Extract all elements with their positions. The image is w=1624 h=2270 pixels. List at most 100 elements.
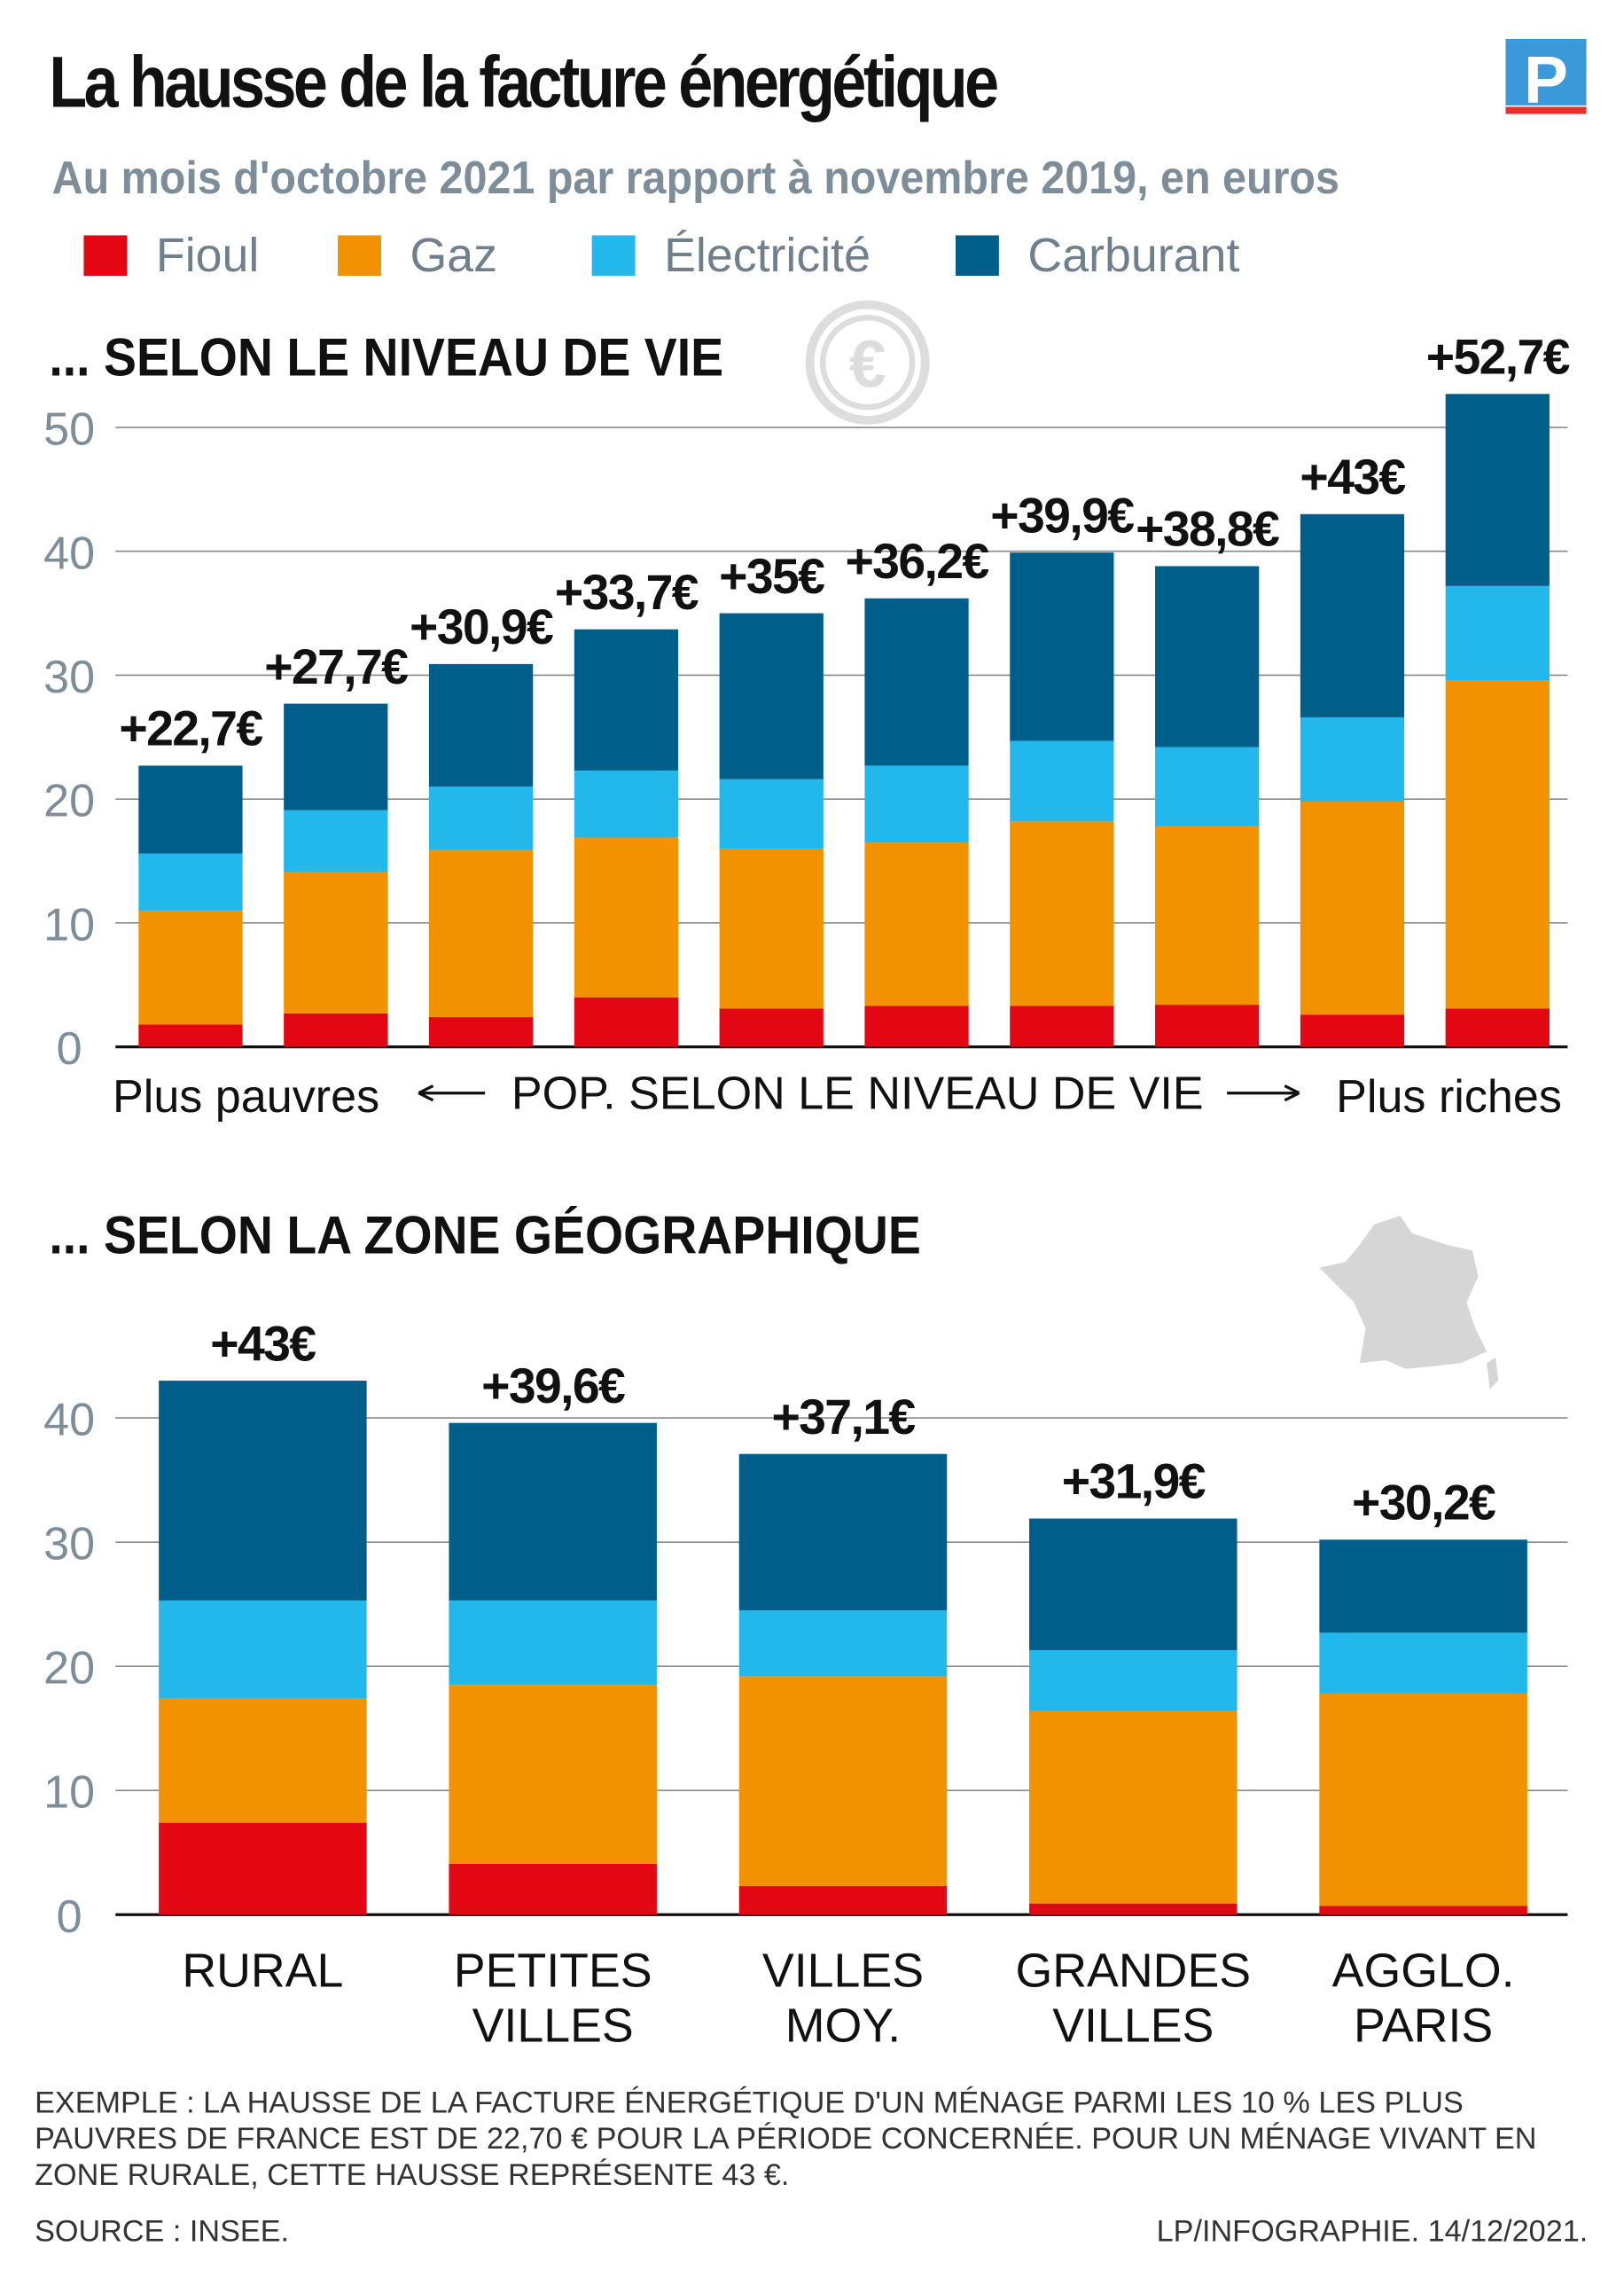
- source: SOURCE : INSEE.: [35, 2214, 290, 2249]
- data-label: +43€: [210, 1316, 316, 1371]
- x-tick-label: VILLES: [762, 1945, 924, 1998]
- data-label: +39,6€: [481, 1358, 625, 1413]
- legend-swatch: [338, 235, 381, 277]
- data-label: +43€: [1300, 450, 1405, 505]
- legend-label: Électricité: [664, 228, 871, 282]
- bar-segment-fioul: [1029, 1903, 1238, 1915]
- data-label: +30,2€: [1352, 1476, 1495, 1530]
- bar-segment-carburant: [449, 1422, 657, 1601]
- bar-segment-carburant: [1029, 1518, 1238, 1650]
- data-label: +22,7€: [119, 701, 262, 756]
- bar-segment-gaz: [1155, 826, 1260, 1006]
- y-tick-label: 10: [43, 1767, 95, 1819]
- bar-segment-gaz: [138, 910, 243, 1025]
- bar-segment-fioul: [284, 1013, 388, 1047]
- data-label: +52,7€: [1426, 333, 1570, 385]
- legend-swatch: [591, 235, 636, 277]
- bar-segment-électricité: [428, 787, 534, 850]
- arrow-left-icon: [418, 1084, 486, 1102]
- bar-segment-carburant: [159, 1381, 367, 1601]
- bar-segment-carburant: [138, 765, 243, 854]
- data-label: +39,9€: [990, 488, 1134, 543]
- bar-segment-carburant: [1010, 552, 1114, 741]
- page-title: La hausse de la facture énergétique: [49, 42, 999, 123]
- bar-segment-carburant: [719, 613, 824, 779]
- bar-segment-fioul: [1010, 1006, 1114, 1047]
- bar-segment-électricité: [1010, 740, 1114, 822]
- legend-swatch: [83, 235, 128, 277]
- x-right-label: Plus riches: [1336, 1071, 1562, 1123]
- bar-segment-fioul: [574, 997, 679, 1047]
- y-tick-label: 40: [43, 528, 95, 579]
- bar-segment-carburant: [1155, 566, 1260, 748]
- bar-segment-électricité: [159, 1600, 367, 1699]
- bar-segment-carburant: [574, 629, 679, 771]
- bar-segment-électricité: [1319, 1632, 1527, 1694]
- chart-zone-geographique: 010203040+43€RURAL+39,6€PETITESVILLES+37…: [43, 1316, 1568, 2053]
- x-tick-label: RURAL: [182, 1945, 343, 1998]
- subtitle: Au mois d'octobre 2021 par rapport à nov…: [51, 151, 1339, 204]
- bar-segment-fioul: [449, 1863, 657, 1915]
- bar-segment-électricité: [449, 1600, 657, 1686]
- le-parisien-logo: P: [1505, 38, 1587, 114]
- bar-segment-gaz: [284, 872, 388, 1014]
- data-label: +38,8€: [1136, 502, 1279, 557]
- data-label: +30,9€: [410, 599, 553, 654]
- bar-segment-électricité: [1445, 585, 1550, 681]
- y-tick-label: 30: [43, 652, 95, 703]
- bar-segment-fioul: [1319, 1906, 1527, 1915]
- x-tick-label: VILLES: [1052, 2000, 1214, 2053]
- y-tick-label: 0: [57, 1023, 82, 1075]
- legend-item-carburant: Carburant: [956, 228, 1239, 283]
- bar-segment-carburant: [284, 703, 388, 810]
- bar-segment-gaz: [1445, 680, 1550, 1009]
- bar-segment-fioul: [719, 1008, 824, 1047]
- bar-segment-carburant: [428, 663, 534, 787]
- data-label: +36,2€: [845, 534, 988, 589]
- legend-label: Carburant: [1027, 228, 1240, 282]
- y-tick-label: 40: [43, 1395, 95, 1446]
- legend-label: Fioul: [155, 228, 260, 282]
- y-tick-label: 20: [43, 1643, 95, 1695]
- x-tick-label: PETITES: [454, 1945, 652, 1998]
- bar-segment-gaz: [159, 1698, 367, 1823]
- x-tick-label: MOY.: [785, 2000, 901, 2053]
- bar-segment-gaz: [449, 1685, 657, 1864]
- bar-segment-fioul: [1300, 1014, 1405, 1047]
- y-tick-label: 20: [43, 776, 95, 827]
- data-label: +35€: [719, 549, 824, 604]
- euro-coin-icon: €: [805, 300, 930, 425]
- bar-segment-gaz: [1010, 821, 1114, 1006]
- legend-swatch: [956, 235, 999, 277]
- bar-segment-électricité: [738, 1610, 948, 1677]
- x-tick-label: AGGLO.: [1332, 1945, 1515, 1998]
- bar-segment-gaz: [1319, 1693, 1527, 1906]
- y-tick-label: 30: [43, 1519, 95, 1570]
- section-title-niveau-de-vie: ... SELON LE NIVEAU DE VIE: [49, 327, 724, 387]
- legend-item-electricite: Électricité: [591, 228, 871, 283]
- y-tick-label: 10: [43, 899, 95, 951]
- legend-item-fioul: Fioul: [83, 228, 259, 283]
- x-tick-label: VILLES: [472, 2000, 634, 2053]
- arrow-right-icon: [1227, 1084, 1300, 1102]
- bar-segment-gaz: [1300, 801, 1405, 1015]
- bar-segment-gaz: [719, 849, 824, 1009]
- x-axis-label: POP. SELON LE NIVEAU DE VIE: [511, 1068, 1204, 1120]
- data-label: +31,9€: [1062, 1454, 1206, 1509]
- svg-text:€: €: [849, 326, 886, 401]
- bar-segment-carburant: [864, 598, 969, 766]
- bar-segment-gaz: [738, 1676, 948, 1887]
- bar-segment-électricité: [138, 853, 243, 911]
- bar-segment-gaz: [428, 849, 534, 1018]
- bar-segment-électricité: [1155, 747, 1260, 826]
- bar-segment-électricité: [719, 779, 824, 849]
- bar-segment-électricité: [1029, 1649, 1238, 1711]
- bar-segment-fioul: [159, 1822, 367, 1915]
- bar-segment-fioul: [1445, 1008, 1550, 1047]
- bar-segment-électricité: [864, 765, 969, 843]
- bar-segment-gaz: [574, 837, 679, 998]
- data-label: +27,7€: [264, 639, 408, 694]
- y-tick-label: 50: [43, 404, 95, 456]
- bar-segment-carburant: [1300, 513, 1405, 717]
